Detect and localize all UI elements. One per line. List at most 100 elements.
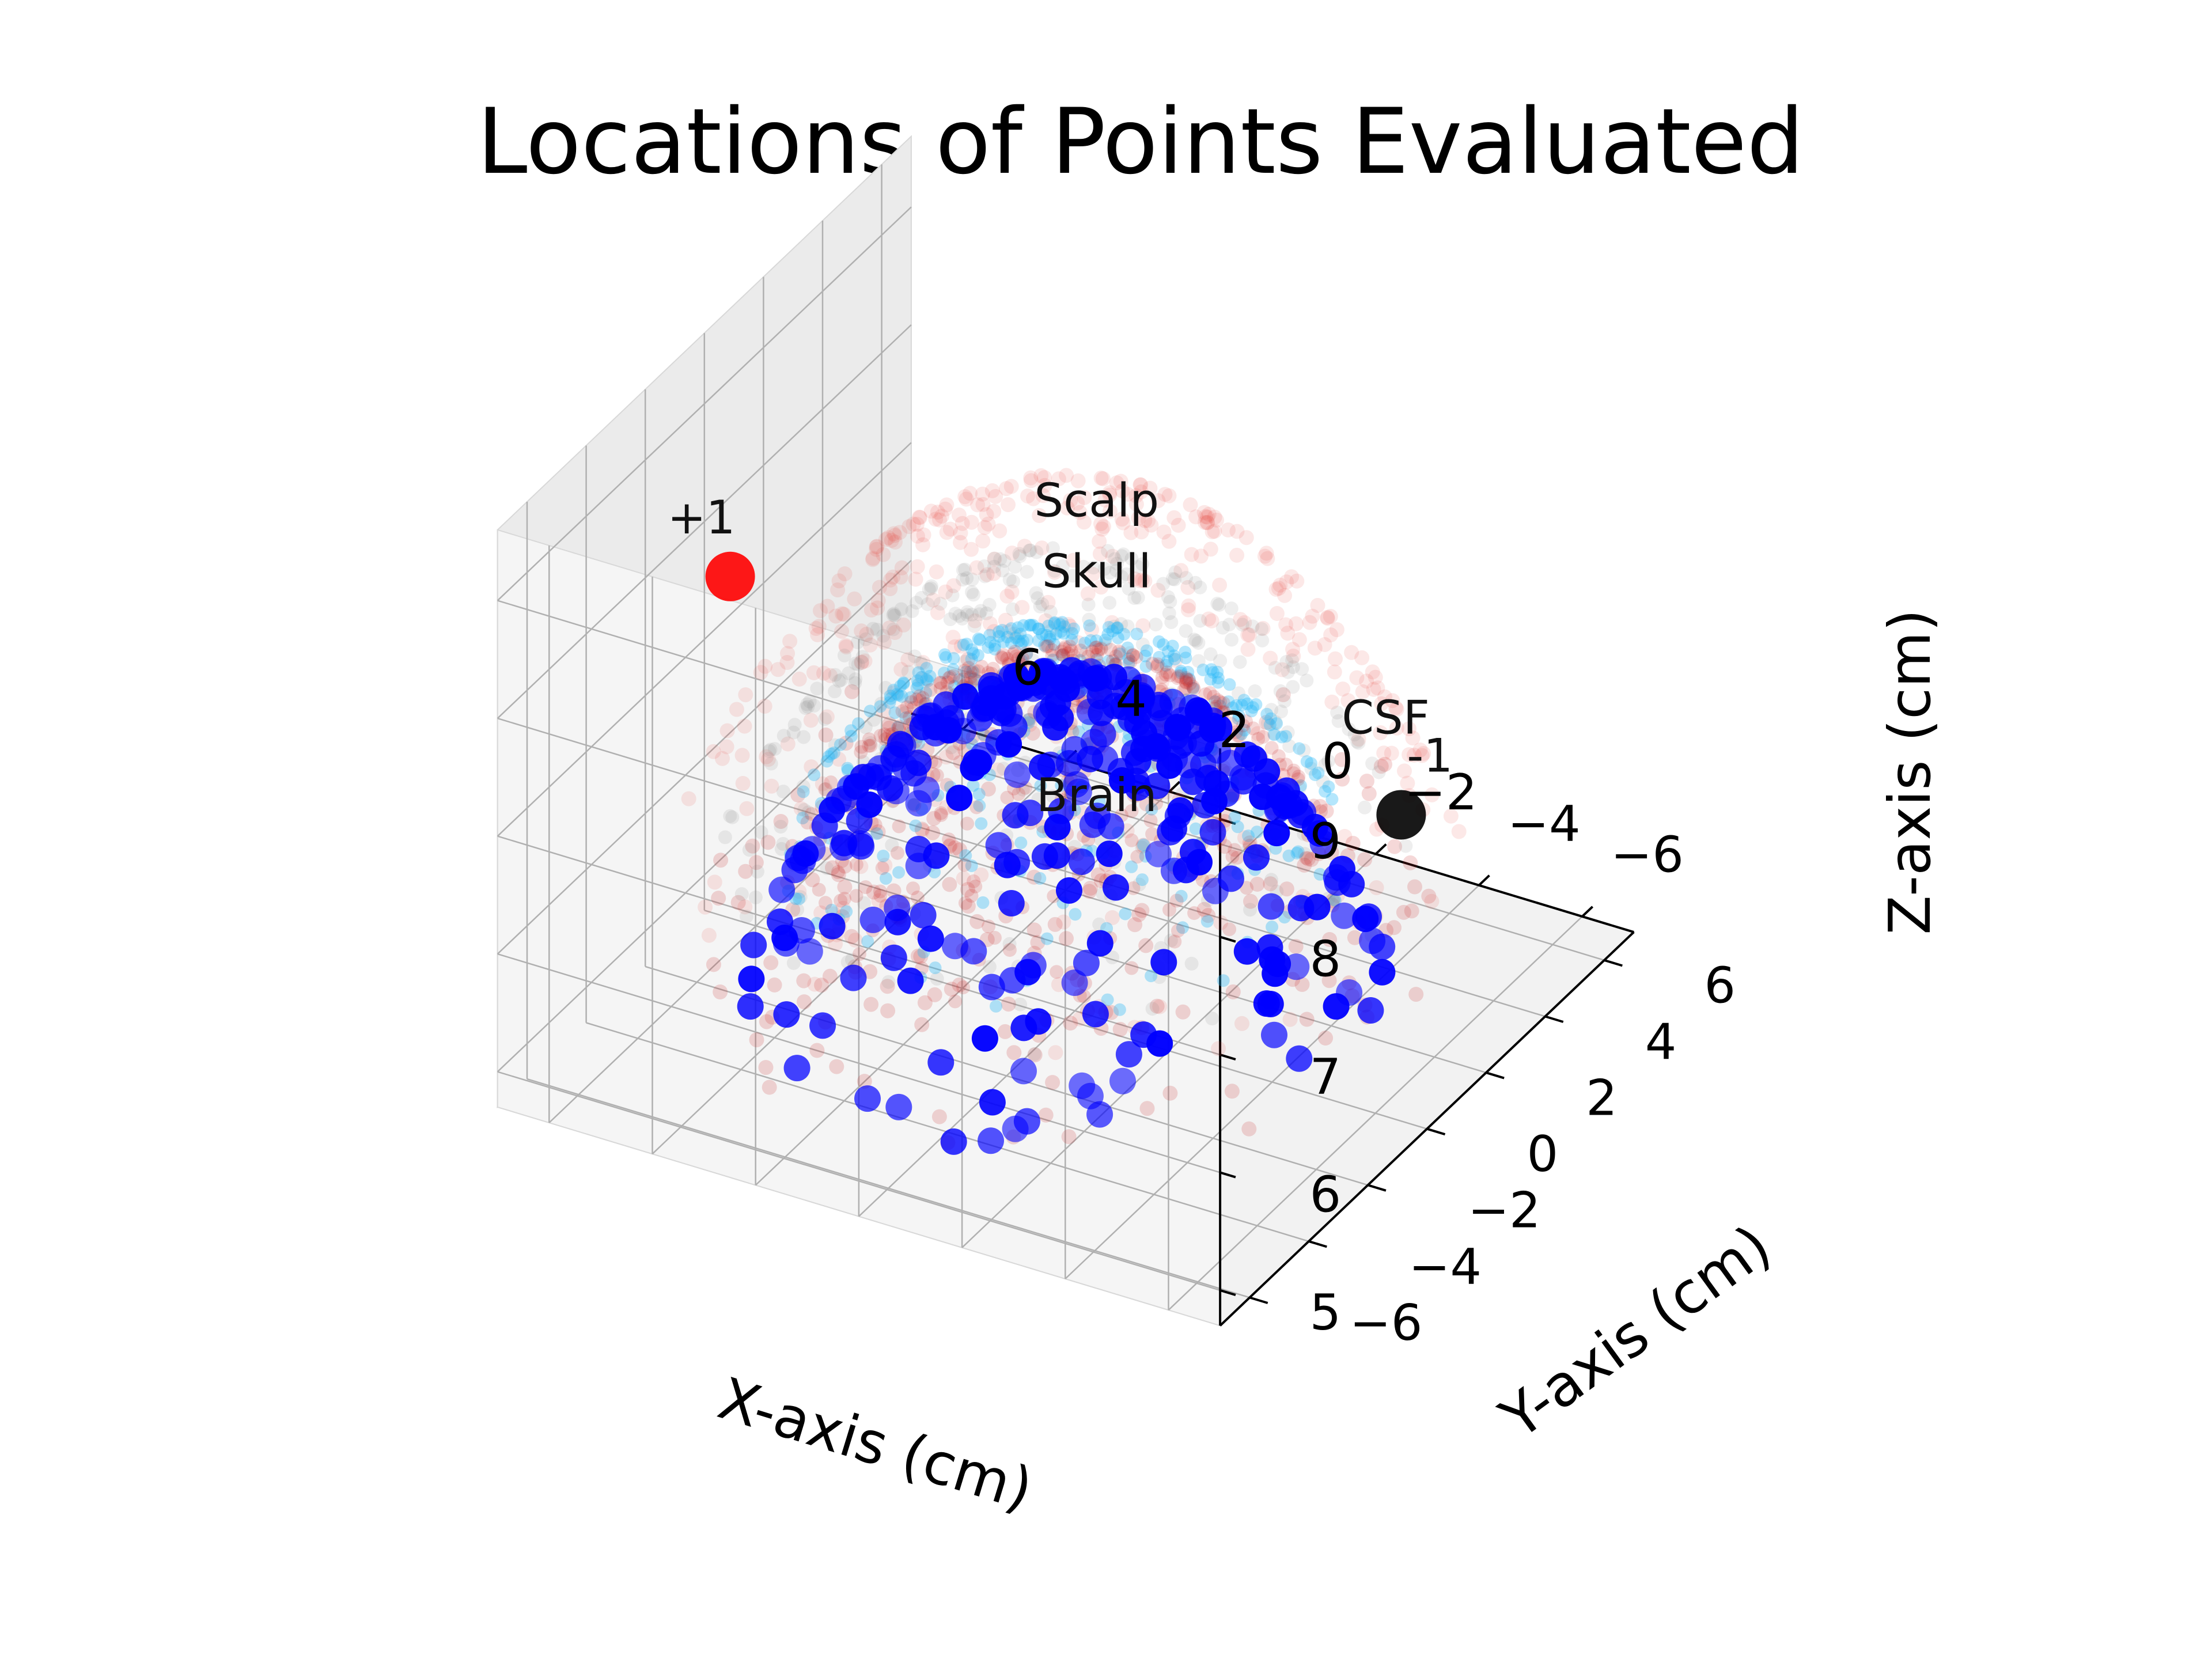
brain-point <box>1299 1012 1315 1027</box>
brain-point <box>1057 642 1071 656</box>
brain-point <box>1025 725 1041 741</box>
csf-point <box>1309 768 1321 781</box>
scalp-point <box>1250 726 1266 741</box>
scalp-point <box>1128 488 1144 503</box>
scalp-point <box>1259 546 1274 561</box>
evaluated-point <box>825 787 852 815</box>
csf-point <box>1113 647 1126 661</box>
brain-point <box>1179 671 1193 685</box>
skull-point <box>1165 572 1180 586</box>
brain-point <box>1387 839 1402 854</box>
skull-point <box>933 597 948 611</box>
scalp-point <box>1289 573 1305 589</box>
csf-point <box>1125 860 1138 873</box>
csf-point <box>1305 757 1317 770</box>
x-tick-label: 6 <box>1012 639 1044 696</box>
scalp-point <box>953 535 968 550</box>
evaluated-point <box>889 732 916 759</box>
scalp-point <box>906 516 921 532</box>
scalp-point <box>1412 743 1428 757</box>
evaluated-point <box>1084 802 1111 830</box>
csf-point <box>1251 825 1264 839</box>
brain-point <box>1162 1085 1178 1101</box>
scalp-point <box>887 625 903 640</box>
scalp-point <box>706 744 721 759</box>
scalp-point <box>1062 619 1078 634</box>
brain-point <box>926 810 942 826</box>
skull-point <box>723 809 737 823</box>
brain-point <box>997 1024 1013 1039</box>
scalp-point <box>1234 1016 1249 1031</box>
scalp-point <box>934 509 949 524</box>
brain-point <box>812 882 826 897</box>
brain-point <box>1334 752 1350 767</box>
scalp-point <box>1066 552 1081 568</box>
skull-point <box>1012 547 1027 561</box>
scalp-point <box>1059 468 1074 483</box>
brain-point <box>1181 673 1196 688</box>
csf-point <box>990 999 1002 1013</box>
brain-point <box>1264 741 1279 755</box>
brain-point <box>1179 681 1193 696</box>
csf-point <box>891 721 904 734</box>
brain-point <box>934 806 948 820</box>
scalp-point <box>938 749 954 765</box>
evaluated-point <box>768 876 796 903</box>
evaluated-point <box>998 890 1025 916</box>
csf-point <box>1211 676 1225 689</box>
y-tick <box>1486 1071 1505 1080</box>
brain-point <box>1162 903 1176 917</box>
skull-point <box>1297 847 1312 861</box>
brain-point <box>1045 1075 1060 1090</box>
brain-point <box>1243 893 1258 909</box>
scalp-point <box>719 723 735 738</box>
brain-point <box>858 880 873 895</box>
evaluated-point <box>859 906 887 933</box>
skull-point <box>955 611 969 626</box>
skull-point <box>1243 903 1257 917</box>
skull-point <box>1213 654 1228 668</box>
scalp-point <box>1260 551 1275 566</box>
skull-point <box>1267 726 1281 741</box>
brain-point <box>1319 804 1334 819</box>
scalp-point <box>1354 650 1370 665</box>
skull-point <box>1097 562 1112 576</box>
csf-point <box>909 819 922 832</box>
skull-point <box>1224 601 1238 616</box>
evaluated-point <box>897 967 924 994</box>
scalp-point <box>969 560 984 575</box>
skull-point <box>1081 597 1096 612</box>
csf-point <box>1238 724 1251 737</box>
csf-point <box>1012 634 1025 647</box>
csf-point <box>1005 622 1018 635</box>
brain-point <box>995 651 1009 665</box>
scalp-point <box>847 591 862 607</box>
skull-point <box>1225 632 1238 647</box>
scalp-point <box>938 584 953 600</box>
brain-point <box>838 736 854 751</box>
scalp-point <box>1237 615 1252 630</box>
csf-point <box>993 625 1006 638</box>
scalp-point <box>1193 548 1209 564</box>
scalp-point <box>876 547 891 562</box>
csf-point <box>982 641 995 654</box>
scalp-point <box>831 573 847 589</box>
csf-point <box>899 711 912 724</box>
csf-point <box>1196 663 1210 676</box>
scalp-point <box>1201 506 1217 522</box>
evaluated-point <box>1096 840 1123 868</box>
brain-point <box>931 1109 947 1124</box>
brain-point <box>1198 687 1213 702</box>
brain-point <box>942 877 957 892</box>
evaluated-point <box>737 993 764 1020</box>
brain-point <box>1169 893 1184 908</box>
brain-point <box>1158 668 1173 682</box>
skull-point <box>1278 694 1291 709</box>
csf-point <box>1111 631 1124 645</box>
scalp-point <box>780 736 796 752</box>
scalp-point <box>1020 488 1035 504</box>
skull-point <box>1162 606 1176 620</box>
csf-point <box>1166 639 1179 653</box>
csf-point <box>1175 889 1188 903</box>
